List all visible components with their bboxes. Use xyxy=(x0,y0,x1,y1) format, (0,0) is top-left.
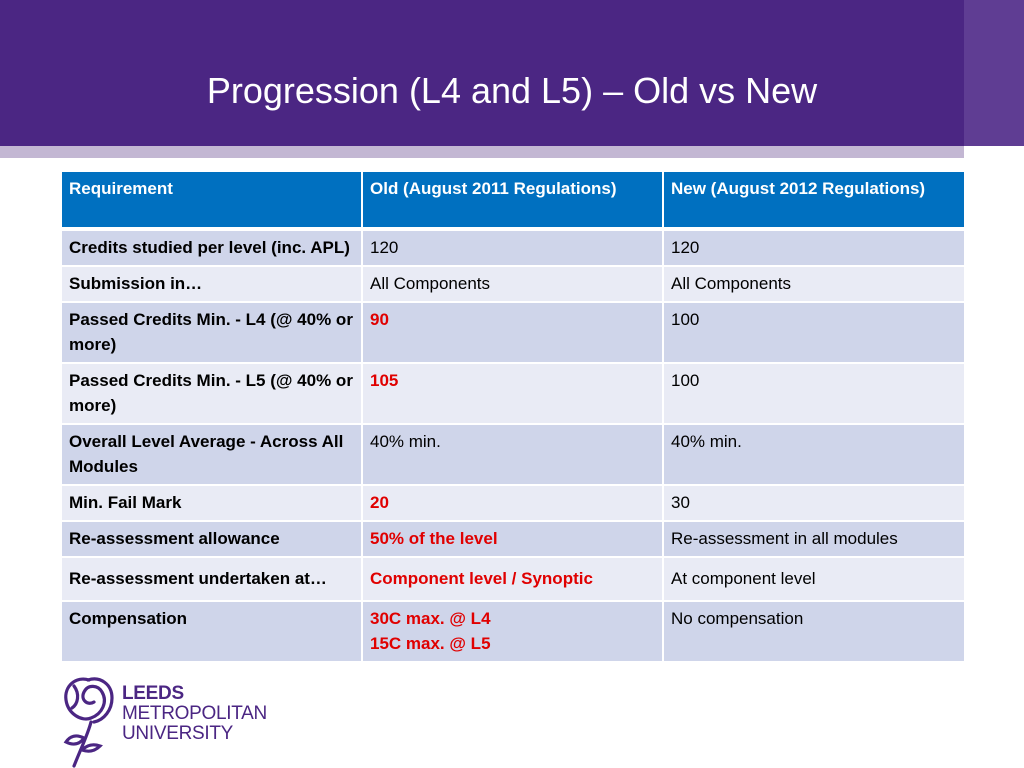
header-new: New (August 2012 Regulations) xyxy=(662,170,966,231)
row-old-cell: 90 xyxy=(361,301,664,364)
row-new-value: All Components xyxy=(662,265,966,303)
row-old-value: All Components xyxy=(370,274,491,293)
row-old-value: 120 xyxy=(370,238,399,257)
row-new-value: At component level xyxy=(662,556,966,602)
row-old-cell: 120 xyxy=(361,228,664,267)
progression-table: Requirement Old (August 2011 Regulations… xyxy=(60,170,966,663)
row-old-cell: 50% of the level xyxy=(361,520,664,558)
row-requirement: Passed Credits Min. - L5 (@ 40% or more) xyxy=(60,362,363,425)
table-header-row: Requirement Old (August 2011 Regulations… xyxy=(60,170,966,231)
logo-line-1: LEEDS xyxy=(122,683,184,704)
logo-line-2: METROPOLITAN xyxy=(122,703,267,724)
row-requirement: Min. Fail Mark xyxy=(60,484,363,522)
table-row: Passed Credits Min. - L4 (@ 40% or more)… xyxy=(60,301,966,364)
row-requirement: Submission in… xyxy=(60,265,363,303)
table-row: Re-assessment undertaken at… Component l… xyxy=(60,556,966,602)
row-new-value: Re-assessment in all modules xyxy=(662,520,966,558)
rose-emblem-icon xyxy=(63,677,114,768)
row-new-value: No compensation xyxy=(662,600,966,663)
header-accent xyxy=(964,0,1024,146)
table-row: Re-assessment allowance 50% of the level… xyxy=(60,520,966,558)
table-row: Compensation 30C max. @ L4 15C max. @ L5… xyxy=(60,600,966,663)
row-requirement: Compensation xyxy=(60,600,363,663)
row-old-value: Component level / Synoptic xyxy=(370,569,593,588)
row-old-value: 50% of the level xyxy=(370,529,498,548)
header-requirement: Requirement xyxy=(60,170,363,231)
row-old-value: 40% min. xyxy=(370,432,441,451)
row-requirement: Re-assessment allowance xyxy=(60,520,363,558)
row-new-value: 30 xyxy=(662,484,966,522)
table-row: Min. Fail Mark 20 30 xyxy=(60,484,966,522)
table-row: Submission in… All Components All Compon… xyxy=(60,265,966,303)
row-old-cell: Component level / Synoptic xyxy=(361,556,664,602)
row-new-value: 40% min. xyxy=(662,423,966,486)
row-old-cell: All Components xyxy=(361,265,664,303)
header-underline xyxy=(0,146,964,158)
row-requirement: Passed Credits Min. - L4 (@ 40% or more) xyxy=(60,301,363,364)
header-old: Old (August 2011 Regulations) xyxy=(361,170,664,231)
row-old-cell: 20 xyxy=(361,484,664,522)
row-old-value: 30C max. @ L4 15C max. @ L5 xyxy=(370,609,491,653)
table-row: Credits studied per level (inc. APL) 120… xyxy=(60,228,966,267)
row-requirement: Re-assessment undertaken at… xyxy=(60,556,363,602)
row-new-value: 100 xyxy=(662,301,966,364)
slide-title: Progression (L4 and L5) – Old vs New xyxy=(206,70,818,111)
row-requirement: Overall Level Average - Across All Modul… xyxy=(60,423,363,486)
table-row: Passed Credits Min. - L5 (@ 40% or more)… xyxy=(60,362,966,425)
header-bar xyxy=(0,0,964,146)
row-new-value: 120 xyxy=(662,228,966,267)
logo-wordmark: LEEDS METROPOLITAN UNIVERSITY xyxy=(122,684,267,744)
row-old-value: 20 xyxy=(370,493,389,512)
row-old-cell: 105 xyxy=(361,362,664,425)
row-new-value: 100 xyxy=(662,362,966,425)
university-logo: LEEDS METROPOLITAN UNIVERSITY xyxy=(58,672,318,768)
row-old-cell: 30C max. @ L4 15C max. @ L5 xyxy=(361,600,664,663)
row-old-cell: 40% min. xyxy=(361,423,664,486)
table-row: Overall Level Average - Across All Modul… xyxy=(60,423,966,486)
logo-line-3: UNIVERSITY xyxy=(122,723,234,744)
row-old-value: 90 xyxy=(370,310,389,329)
row-requirement: Credits studied per level (inc. APL) xyxy=(60,228,363,267)
row-old-value: 105 xyxy=(370,371,399,390)
